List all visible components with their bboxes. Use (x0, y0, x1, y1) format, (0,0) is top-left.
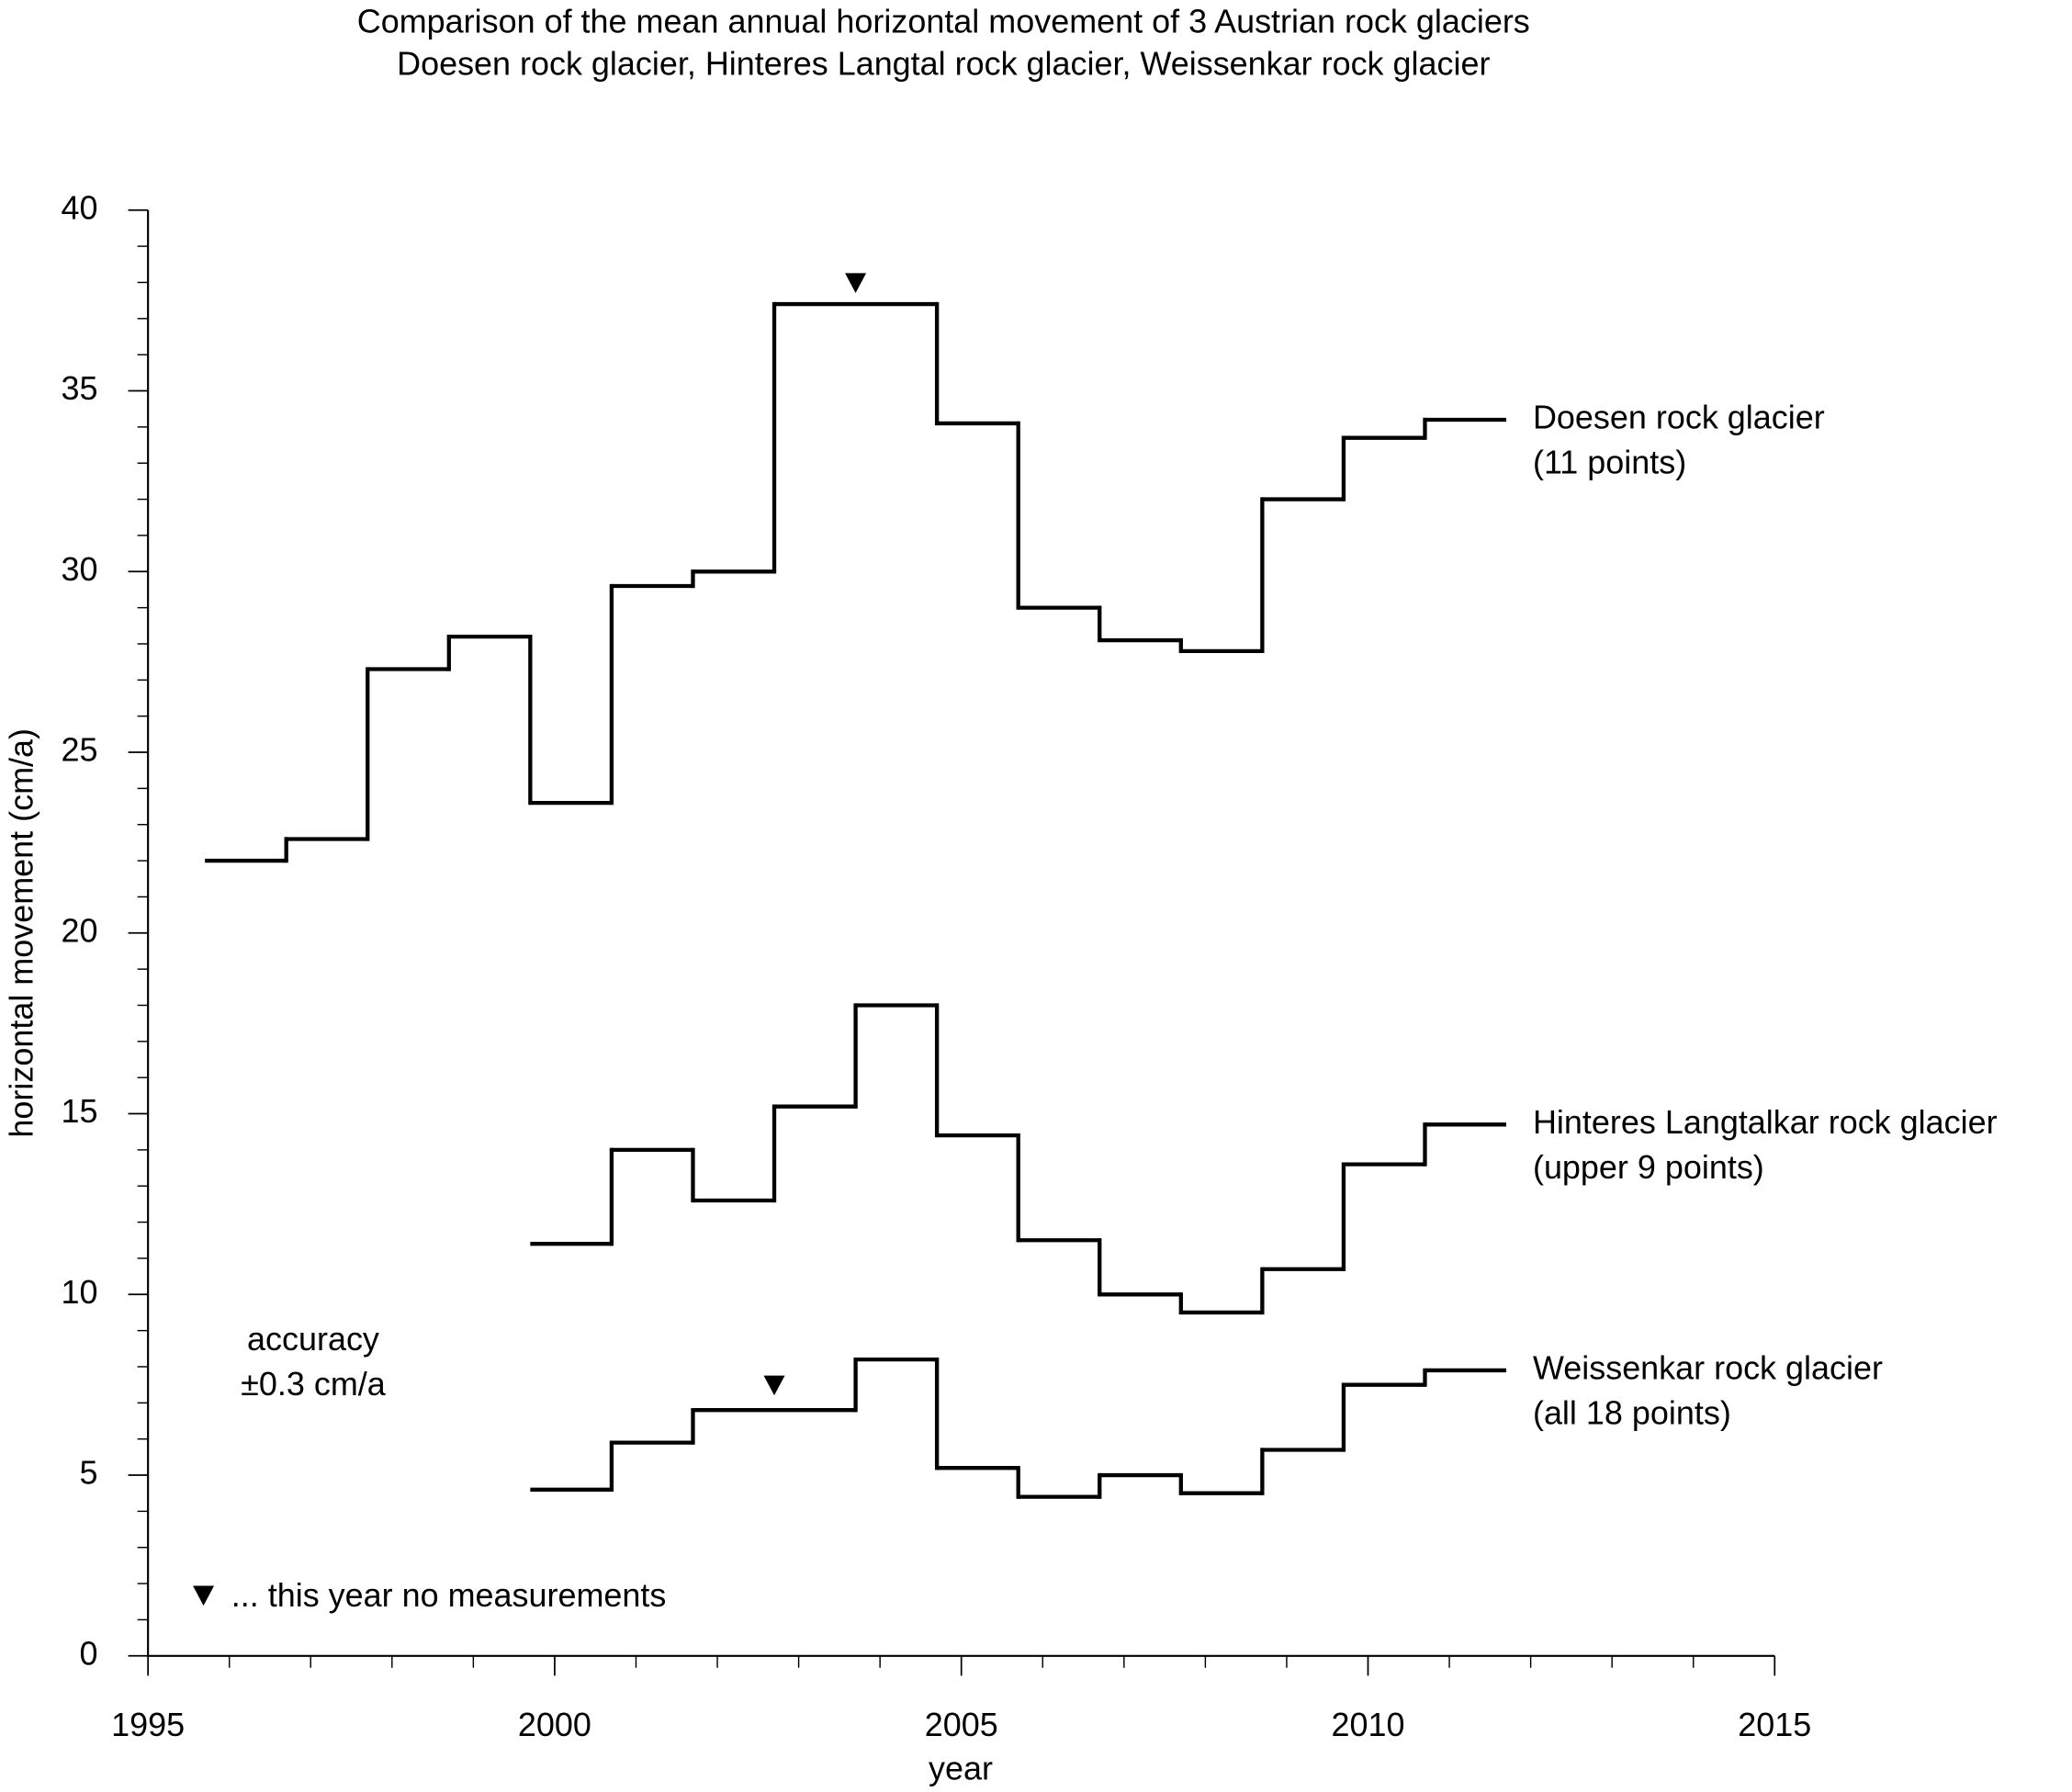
x-axis-label: year (929, 1749, 993, 1786)
series-label: Weissenkar rock glacier (1533, 1348, 1883, 1386)
legend-marker (193, 1585, 215, 1606)
x-tick-label: 2015 (1738, 1706, 1811, 1743)
series-label: Doesen rock glacier (1533, 399, 1825, 436)
y-tick-label: 20 (61, 911, 97, 949)
annotation: accuracy (247, 1320, 379, 1358)
no-measurement-marker (763, 1375, 785, 1396)
chart-subtitle: Doesen rock glacier, Hinteres Langtal ro… (397, 44, 1490, 82)
series-note: (11 points) (1533, 443, 1686, 480)
y-tick-label: 0 (79, 1634, 97, 1672)
y-tick-label: 40 (61, 188, 97, 226)
chart-title: Comparison of the mean annual horizontal… (357, 2, 1530, 39)
annotation: ±0.3 cm/a (241, 1365, 386, 1403)
series-note: (all 18 points) (1533, 1393, 1731, 1431)
y-tick-label: 15 (61, 1092, 97, 1130)
y-tick-label: 25 (61, 731, 97, 769)
x-tick-label: 1995 (111, 1706, 185, 1743)
no-measurement-marker (845, 273, 867, 293)
y-tick-label: 10 (61, 1273, 97, 1311)
x-tick-label: 2000 (518, 1706, 591, 1743)
y-tick-label: 5 (79, 1454, 97, 1492)
series-label: Hinteres Langtalkar rock glacier (1533, 1103, 1998, 1141)
y-tick-label: 35 (61, 369, 97, 407)
legend-text: ... this year no measurements (231, 1576, 667, 1614)
y-tick-label: 30 (61, 550, 97, 588)
x-tick-label: 2005 (925, 1706, 998, 1743)
series-note: (upper 9 points) (1533, 1148, 1764, 1186)
x-tick-label: 2010 (1332, 1706, 1405, 1743)
y-axis-label: horizontal movement (cm/a) (2, 728, 39, 1138)
